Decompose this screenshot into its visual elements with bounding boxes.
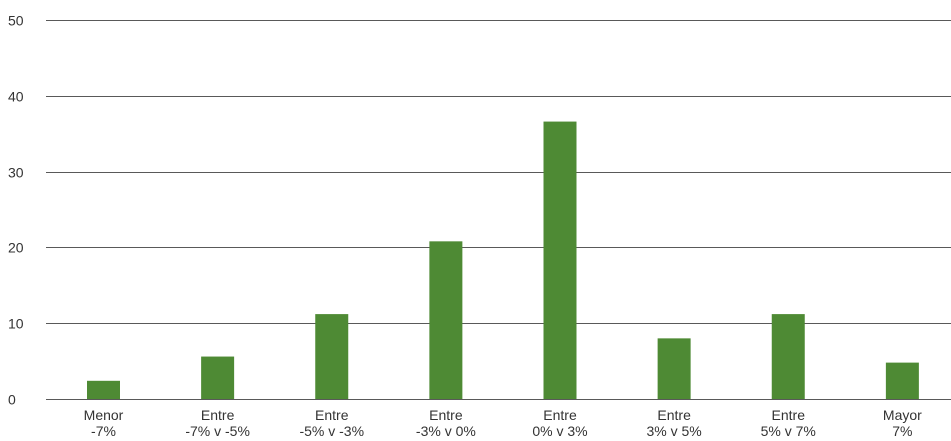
y-tick-label: 0 xyxy=(8,392,16,408)
x-axis-labels: Menor-7%Entre-7% v -5%Entre-5% v -3%Entr… xyxy=(84,407,923,439)
x-tick-label: -3% v 0% xyxy=(416,423,476,439)
bar xyxy=(315,314,349,399)
x-tick-label: Entre xyxy=(657,407,691,423)
x-tick-label: -7% v -5% xyxy=(185,423,250,439)
x-tick-label: 3% v 5% xyxy=(647,423,702,439)
bar xyxy=(87,380,120,399)
y-tick-label: 40 xyxy=(8,89,24,105)
y-tick-label: 50 xyxy=(8,13,24,29)
x-tick-label: Entre xyxy=(315,407,349,423)
gridlines xyxy=(46,20,951,400)
x-tick-label: -5% v -3% xyxy=(299,423,364,439)
x-tick-label: Menor xyxy=(84,407,124,423)
x-tick-label: 5% v 7% xyxy=(761,423,816,439)
x-tick-label: Entre xyxy=(543,407,577,423)
y-tick-label: 20 xyxy=(8,240,24,256)
bar xyxy=(657,338,691,399)
x-tick-label: Entre xyxy=(201,407,235,423)
x-tick-label: 7% xyxy=(892,423,912,439)
bar xyxy=(771,314,805,399)
bar xyxy=(201,356,235,399)
y-tick-label: 30 xyxy=(8,165,24,181)
y-tick-label: 10 xyxy=(8,316,24,332)
bar xyxy=(429,241,463,399)
bar xyxy=(885,362,919,399)
bars xyxy=(87,121,919,400)
x-tick-label: -7% xyxy=(91,423,116,439)
x-tick-label: Entre xyxy=(429,407,463,423)
x-tick-label: 0% v 3% xyxy=(532,423,587,439)
bar xyxy=(543,121,577,400)
x-tick-label: Entre xyxy=(772,407,806,423)
x-tick-label: Mayor xyxy=(883,407,922,423)
y-axis-ticks: 0 10 20 30 40 50 xyxy=(8,13,24,408)
